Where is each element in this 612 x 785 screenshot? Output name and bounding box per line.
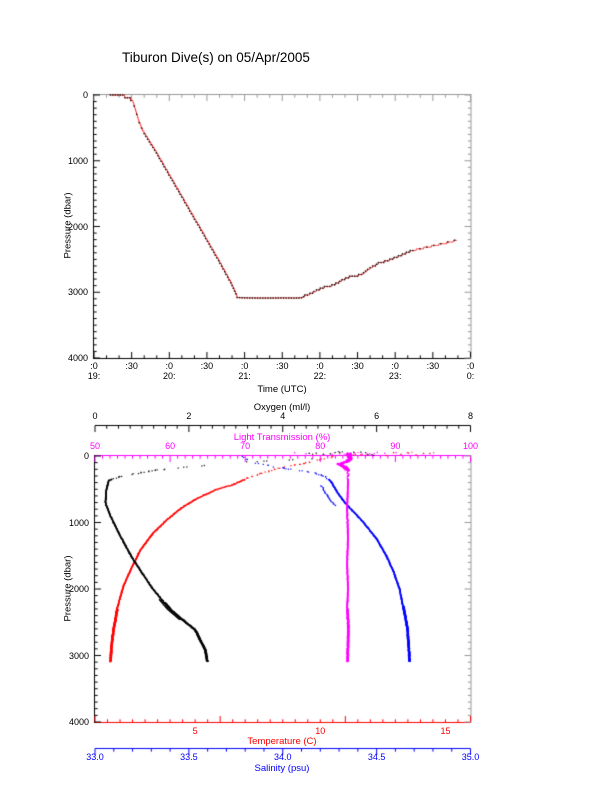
light-transmission-tick-label: 70 [240,441,251,451]
top-pressure-tick-label: 2000 [67,221,88,232]
oxygen-tick-label: 6 [374,411,380,421]
time-tick-minute-label: :0 [165,361,174,371]
time-tick-hour-label: 0: [466,371,475,381]
time-tick-hour-label: 19: [87,371,101,381]
bottom-pressure-tick-label: 0 [83,451,89,461]
time-tick-minute-label: :30 [426,361,440,371]
top-pressure-tick-label: 0 [82,90,88,100]
light-transmission-tick-label: 90 [390,441,401,451]
top-pressure-tick-label: 4000 [67,353,88,363]
light-transmission-tick-label: 100 [462,441,479,451]
light-transmission-tick-label: 80 [315,441,326,451]
oxygen-axis-title: Oxygen (ml/l) [253,402,311,413]
top-pressure-tick-label: 3000 [67,287,88,298]
time-tick-minute-label: :0 [90,361,98,371]
salinity-tick-label: 34.5 [367,752,386,762]
time-tick-hour-label: 20: [163,371,176,381]
time-tick-minute-label: :0 [240,361,249,371]
oxygen-tick-label: 0 [92,411,98,421]
bottom-pressure-tick-label: 4000 [68,717,89,727]
time-tick-hour-label: 21: [238,371,251,381]
oxygen-tick-label: 8 [467,411,474,421]
salinity-tick-label: 33.5 [180,752,198,762]
time-tick-minute-label: :0 [466,361,475,371]
time-axis-title: Time (UTC) [257,384,307,395]
light-transmission-axis-title: Light Transmission (%) [233,432,331,443]
time-tick-minute-label: :30 [200,361,214,371]
time-tick-hour-label: 23: [388,371,402,381]
oxygen-tick-label: 4 [280,411,286,421]
bottom-pressure-tick-label: 3000 [68,650,89,661]
light-transmission-tick-label: 50 [89,441,101,451]
light-transmission-tick-label: 60 [165,441,176,451]
salinity-tick-label: 34.0 [273,752,292,762]
salinity-tick-label: 33.0 [86,752,104,762]
salinity-axis-title: Salinity (psu) [254,763,310,774]
bottom-pressure-tick-label: 1000 [68,517,89,528]
time-tick-minute-label: :0 [316,361,324,371]
temperature-tick-label: 5 [192,726,198,736]
time-tick-minute-label: :30 [351,361,364,371]
time-tick-minute-label: :30 [275,361,289,371]
temperature-tick-label: 15 [440,726,451,736]
time-tick-hour-label: 22: [313,371,327,381]
time-tick-minute-label: :30 [125,361,138,371]
top-pressure-tick-label: 1000 [67,155,88,166]
temperature-tick-label: 10 [315,726,326,736]
page-title: Tiburon Dive(s) on 05/Apr/2005 [122,50,310,65]
time-tick-minute-label: :0 [391,361,399,371]
oxygen-tick-label: 2 [186,411,192,421]
salinity-tick-label: 35.0 [461,752,480,762]
temperature-axis-title: Temperature (C) [247,736,317,747]
bottom-pressure-tick-label: 2000 [68,584,89,594]
